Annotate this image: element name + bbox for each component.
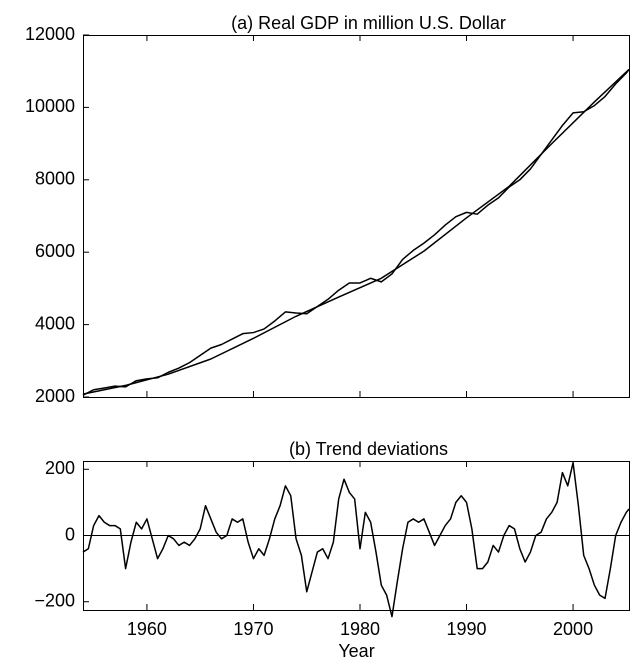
y-tick-label: 8000 bbox=[35, 169, 75, 189]
x-axis-label: Year bbox=[338, 641, 374, 661]
y-tick-label: 6000 bbox=[35, 241, 75, 261]
x-tick-label: 1960 bbox=[127, 619, 167, 639]
data-line bbox=[82, 68, 630, 395]
x-tick-label: 1980 bbox=[340, 619, 380, 639]
chart-title: (b) Trend deviations bbox=[289, 439, 448, 459]
y-tick-label: 12000 bbox=[25, 24, 75, 44]
y-tick-label: 4000 bbox=[35, 313, 75, 333]
data-line bbox=[82, 68, 630, 396]
x-tick-label: 2000 bbox=[553, 619, 593, 639]
y-tick-label: 200 bbox=[45, 458, 75, 478]
chart-title: (a) Real GDP in million U.S. Dollar bbox=[231, 13, 506, 33]
y-tick-label: 0 bbox=[65, 524, 75, 544]
data-line bbox=[82, 461, 630, 618]
x-tick-label: 1990 bbox=[447, 619, 487, 639]
x-tick-label: 1970 bbox=[233, 619, 273, 639]
y-tick-label: 2000 bbox=[35, 386, 75, 406]
y-tick-label: 10000 bbox=[25, 96, 75, 116]
y-tick-label: −200 bbox=[34, 590, 75, 610]
plot-frame bbox=[83, 35, 630, 398]
